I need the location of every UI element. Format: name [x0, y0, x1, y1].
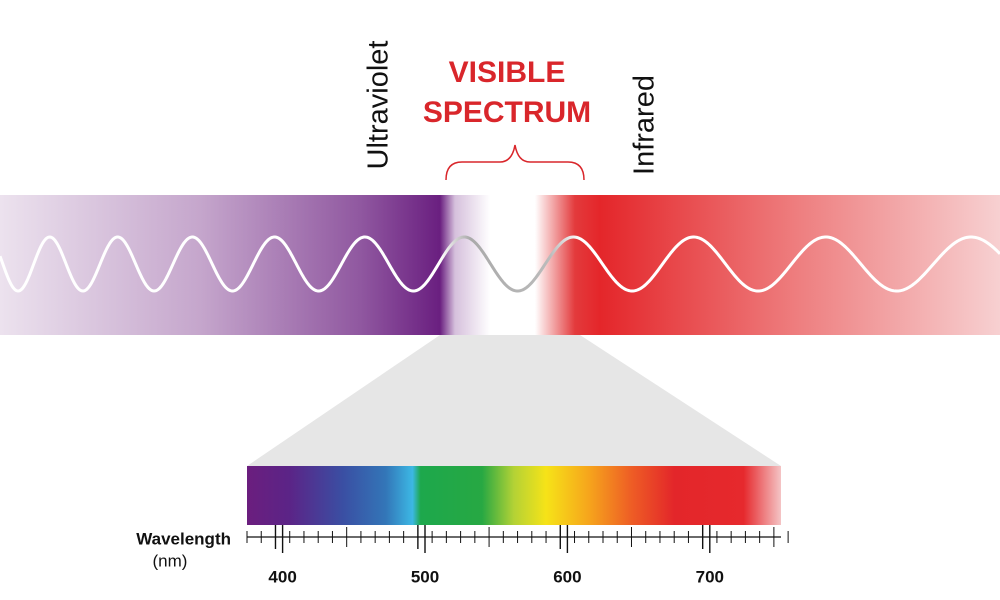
visible-label: VISIBLE	[449, 56, 566, 89]
scale-unit: (nm)	[153, 551, 188, 570]
visible-spectrum	[247, 466, 781, 525]
tick-label: 500	[411, 567, 439, 586]
visible-label: SPECTRUM	[423, 96, 591, 129]
spectrum-band	[0, 195, 1000, 335]
tick-label: 400	[268, 567, 296, 586]
brace	[445, 144, 585, 181]
tick-label: 700	[696, 567, 724, 586]
scale-title: Wavelength	[136, 529, 231, 548]
ultraviolet-label: Ultraviolet	[363, 41, 395, 170]
tick-label: 600	[553, 567, 581, 586]
wave	[0, 235, 1000, 293]
infrared-label: Infrared	[629, 75, 661, 175]
zoom-projection	[247, 335, 781, 466]
